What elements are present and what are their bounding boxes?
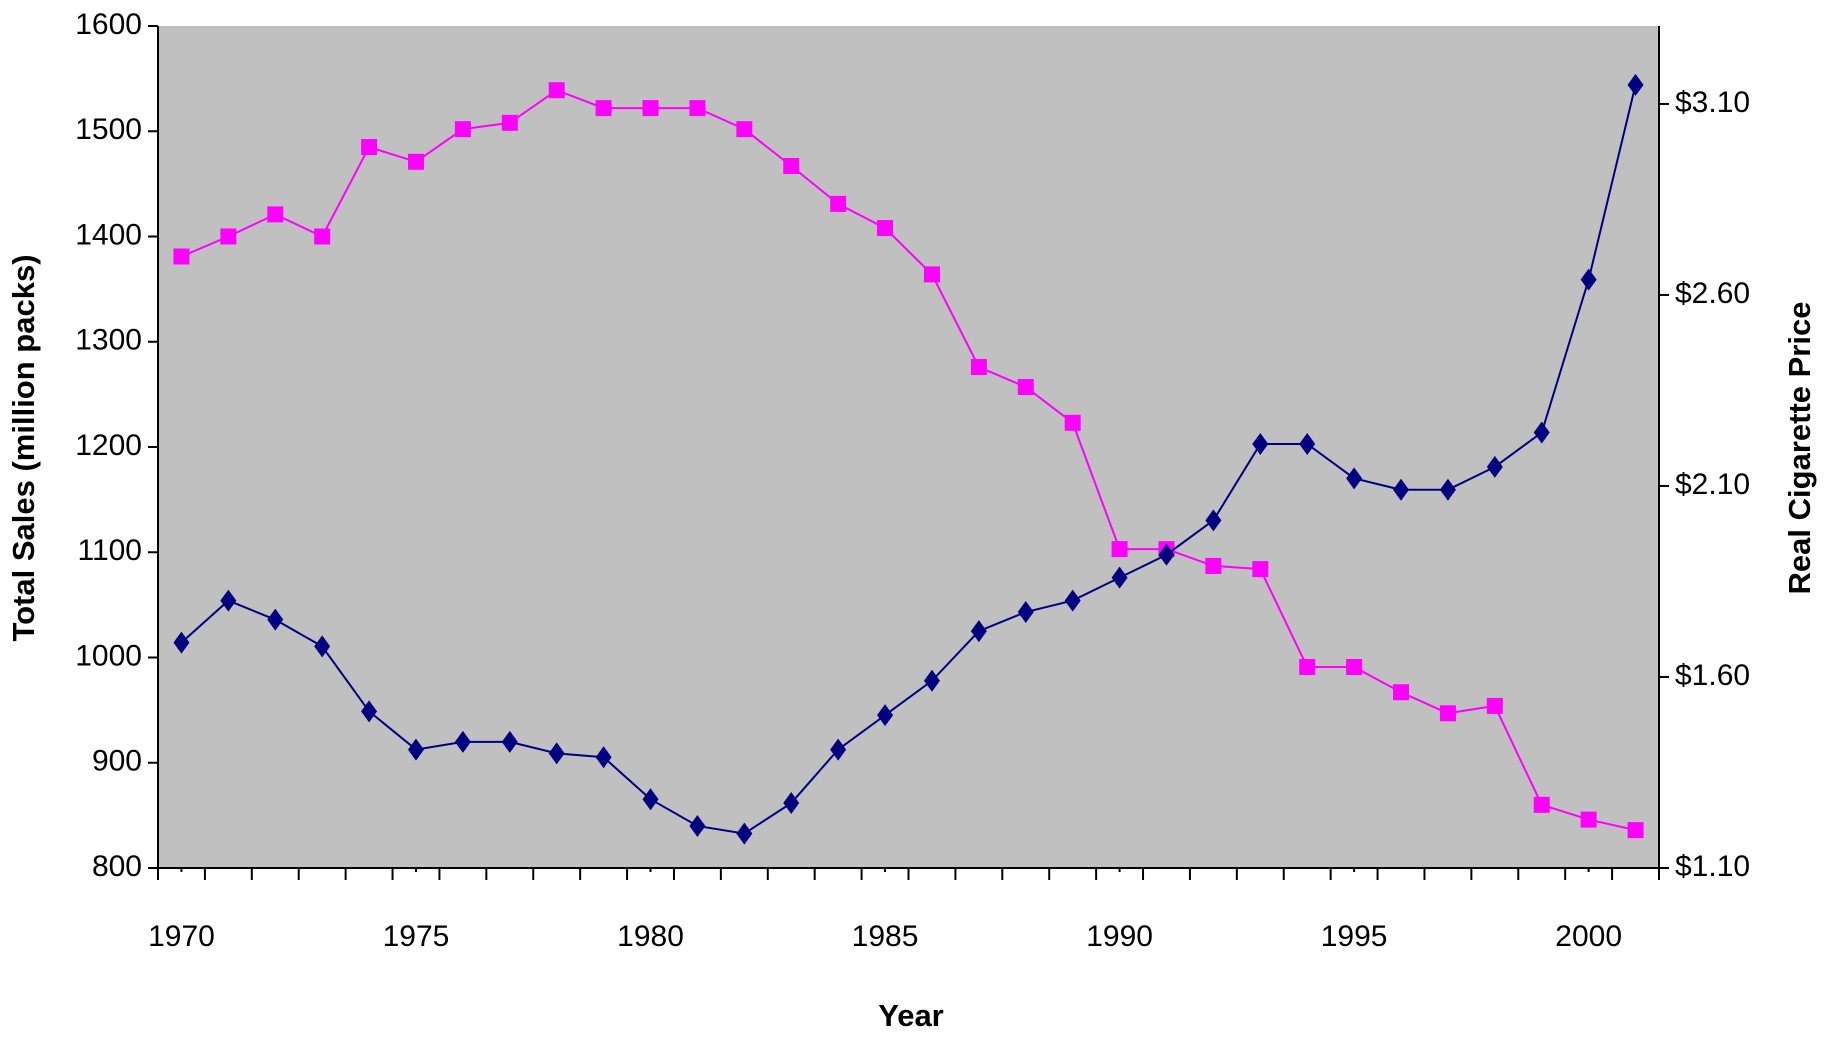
diamond-marker bbox=[1439, 478, 1456, 501]
y-tick-label: 1100 bbox=[77, 534, 142, 567]
square-marker bbox=[407, 153, 424, 170]
square-marker bbox=[267, 206, 284, 223]
square-marker bbox=[595, 100, 612, 117]
diamond-marker bbox=[454, 730, 471, 753]
square-marker bbox=[1064, 414, 1081, 431]
diamond-marker bbox=[595, 746, 612, 769]
square-marker bbox=[1017, 379, 1034, 396]
diamond-marker bbox=[1486, 455, 1503, 478]
y-tick-label: 1000 bbox=[75, 639, 142, 672]
square-marker bbox=[689, 100, 706, 117]
diamond-marker bbox=[1017, 601, 1034, 624]
square-marker bbox=[454, 121, 471, 138]
square-marker bbox=[314, 228, 331, 245]
diamond-marker bbox=[267, 608, 284, 631]
square-marker bbox=[1439, 705, 1456, 722]
square-marker bbox=[361, 139, 378, 156]
diamond-marker bbox=[1111, 566, 1128, 589]
diamond-marker bbox=[1393, 478, 1410, 501]
y-tick-label: 800 bbox=[92, 850, 142, 883]
square-marker bbox=[220, 228, 237, 245]
square-marker bbox=[642, 100, 659, 117]
square-marker bbox=[1393, 684, 1410, 701]
diamond-marker bbox=[970, 620, 987, 643]
square-marker bbox=[970, 359, 987, 376]
diamond-marker bbox=[361, 700, 378, 723]
x-axis-title: Year bbox=[878, 998, 944, 1033]
diamond-marker bbox=[1158, 543, 1175, 566]
diamond-marker bbox=[1627, 73, 1644, 96]
square-marker bbox=[1346, 658, 1363, 675]
diamond-marker bbox=[923, 669, 940, 692]
y-tick-label: 1200 bbox=[75, 429, 142, 462]
y-tick-label: 1400 bbox=[75, 218, 142, 251]
y-tick-label: 1300 bbox=[75, 324, 142, 357]
diamond-marker bbox=[783, 792, 800, 815]
diamond-marker bbox=[1252, 432, 1269, 455]
square-marker bbox=[548, 82, 565, 99]
square-marker bbox=[1486, 697, 1503, 714]
square-marker bbox=[501, 114, 518, 131]
square-marker bbox=[173, 248, 190, 265]
diamond-marker bbox=[830, 738, 847, 761]
diamond-marker bbox=[1533, 421, 1550, 444]
square-marker bbox=[1580, 811, 1597, 828]
square-marker bbox=[877, 220, 894, 237]
diamond-marker bbox=[548, 742, 565, 765]
square-marker bbox=[1533, 796, 1550, 813]
diamond-marker bbox=[736, 822, 753, 845]
diamond-marker bbox=[220, 589, 237, 612]
y-tick-label: 1500 bbox=[75, 113, 142, 146]
square-marker bbox=[1111, 541, 1128, 558]
square-marker bbox=[1627, 822, 1644, 839]
x-tick-label: 1990 bbox=[1086, 920, 1153, 953]
diamond-marker bbox=[1346, 467, 1363, 490]
y2-tick-label: $2.60 bbox=[1675, 277, 1750, 310]
diamond-marker bbox=[1205, 509, 1222, 532]
diamond-marker bbox=[689, 814, 706, 837]
y2-tick-label: $2.10 bbox=[1675, 468, 1750, 501]
diamond-marker bbox=[1580, 268, 1597, 291]
diamond-marker bbox=[314, 635, 331, 658]
y-axis-title: Total Sales (million packs) bbox=[6, 254, 41, 641]
diamond-marker bbox=[877, 704, 894, 727]
y-tick-label: 1600 bbox=[75, 8, 142, 41]
x-tick-label: 1975 bbox=[383, 920, 450, 953]
y-tick-label: 900 bbox=[92, 745, 142, 778]
x-tick-label: 1980 bbox=[617, 920, 684, 953]
diamond-marker bbox=[1299, 432, 1316, 455]
y2-tick-label: $1.60 bbox=[1675, 659, 1750, 692]
diamond-marker bbox=[407, 738, 424, 761]
diamond-marker bbox=[1064, 589, 1081, 612]
square-marker bbox=[1299, 658, 1316, 675]
x-tick-label: 1970 bbox=[148, 920, 215, 953]
square-marker bbox=[783, 157, 800, 174]
diamond-marker bbox=[501, 730, 518, 753]
square-marker bbox=[830, 195, 847, 212]
x-tick-label: 1995 bbox=[1321, 920, 1388, 953]
x-tick-label: 1985 bbox=[852, 920, 919, 953]
y2-tick-label: $3.10 bbox=[1675, 86, 1750, 119]
x-tick-label: 2000 bbox=[1555, 920, 1622, 953]
square-marker bbox=[1205, 557, 1222, 574]
y2-tick-label: $1.10 bbox=[1675, 850, 1750, 883]
square-marker bbox=[736, 121, 753, 138]
diamond-marker bbox=[642, 788, 659, 811]
square-marker bbox=[1252, 561, 1269, 578]
y2-axis-title: Real Cigarette Price bbox=[1782, 302, 1817, 595]
series-line bbox=[180, 84, 1637, 835]
square-marker bbox=[923, 266, 940, 283]
diamond-marker bbox=[173, 631, 190, 654]
